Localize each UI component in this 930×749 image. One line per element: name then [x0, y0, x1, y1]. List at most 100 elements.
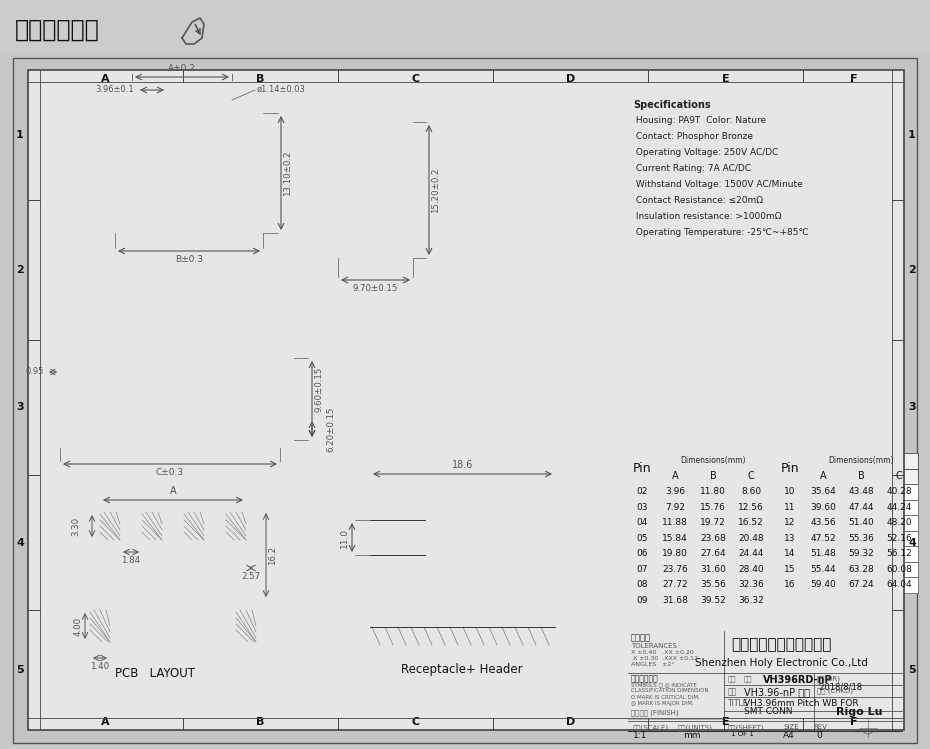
Text: Operating Voltage: 250V AC/DC: Operating Voltage: 250V AC/DC — [633, 148, 778, 157]
Bar — [60, 358, 280, 440]
Text: 43.56: 43.56 — [810, 518, 836, 527]
Bar — [628, 577, 656, 592]
Bar — [583, 115, 599, 137]
Text: 52.16: 52.16 — [886, 534, 912, 543]
Text: 11.0: 11.0 — [340, 527, 349, 548]
Bar — [482, 113, 492, 143]
Bar — [732, 592, 770, 608]
Bar — [842, 562, 880, 577]
Bar — [557, 115, 573, 137]
Bar — [222, 81, 232, 115]
Bar — [78, 440, 96, 448]
Bar — [358, 100, 370, 125]
Bar — [378, 558, 408, 583]
Bar — [74, 372, 266, 426]
Text: PCB   LAYOUT: PCB LAYOUT — [115, 667, 195, 680]
Text: 品名: 品名 — [728, 687, 737, 696]
Bar — [880, 577, 918, 592]
Text: 28.40: 28.40 — [738, 565, 764, 574]
Bar — [804, 562, 842, 577]
Text: 3.30: 3.30 — [71, 517, 80, 536]
Text: 2.57: 2.57 — [242, 572, 260, 581]
Bar — [115, 113, 263, 243]
Text: 23.76: 23.76 — [662, 565, 688, 574]
Bar — [656, 469, 694, 484]
Text: 09: 09 — [636, 595, 648, 604]
Bar — [804, 546, 842, 562]
Polygon shape — [533, 95, 549, 103]
Text: 12: 12 — [784, 518, 796, 527]
Text: Pin: Pin — [632, 462, 651, 475]
Text: C±0.3: C±0.3 — [156, 468, 184, 477]
Text: 47.44: 47.44 — [848, 503, 874, 512]
Polygon shape — [559, 95, 575, 103]
Text: SMT CONN: SMT CONN — [744, 707, 792, 716]
Text: 16.2: 16.2 — [268, 545, 277, 565]
Bar — [656, 515, 694, 530]
Bar — [583, 187, 605, 195]
Bar — [776, 546, 804, 562]
Text: C: C — [748, 471, 754, 482]
Text: X ±0.40   .XX ±0.20: X ±0.40 .XX ±0.20 — [631, 650, 694, 655]
Text: A: A — [169, 486, 177, 496]
Text: D: D — [565, 717, 575, 727]
Text: 16: 16 — [784, 580, 796, 589]
Text: '2018/8/18: '2018/8/18 — [817, 683, 862, 692]
Bar — [221, 233, 243, 241]
Text: 3: 3 — [16, 402, 24, 413]
Text: 23.68: 23.68 — [700, 534, 726, 543]
Bar — [127, 140, 251, 190]
Text: 10: 10 — [784, 488, 796, 497]
Text: Insulation resistance: >1000mΩ: Insulation resistance: >1000mΩ — [633, 212, 781, 221]
Bar — [732, 469, 770, 484]
Bar — [505, 115, 521, 137]
Polygon shape — [338, 122, 413, 258]
Bar — [776, 562, 804, 577]
Text: 0.95: 0.95 — [26, 368, 44, 377]
Text: 36.32: 36.32 — [738, 595, 764, 604]
Bar — [284, 380, 294, 400]
Text: 1 OF 1: 1 OF 1 — [731, 731, 754, 737]
Text: O MARK IS CRITICAL DIM.: O MARK IS CRITICAL DIM. — [631, 695, 699, 700]
Text: 08: 08 — [636, 580, 648, 589]
Bar — [86, 378, 106, 400]
Bar — [732, 546, 770, 562]
Bar — [842, 530, 880, 546]
Text: 13: 13 — [784, 534, 796, 543]
Bar — [204, 440, 222, 448]
Text: A: A — [101, 717, 110, 727]
Bar — [732, 530, 770, 546]
Text: C: C — [411, 74, 419, 84]
Bar — [490, 103, 620, 193]
Bar — [184, 512, 204, 540]
Bar — [776, 500, 804, 515]
Text: B±0.3: B±0.3 — [175, 255, 203, 264]
Text: Dimensions(mm): Dimensions(mm) — [680, 456, 746, 465]
Text: 3.96±0.1: 3.96±0.1 — [96, 85, 134, 94]
Bar — [732, 577, 770, 592]
Text: 11: 11 — [784, 503, 796, 512]
Text: 单位(UNITS): 单位(UNITS) — [678, 724, 713, 730]
Text: CLASSIFICATION DIMENSION: CLASSIFICATION DIMENSION — [631, 688, 709, 693]
Polygon shape — [490, 95, 655, 103]
Text: A4: A4 — [783, 731, 795, 740]
Text: REV: REV — [813, 724, 827, 730]
Bar — [842, 469, 880, 484]
Text: 27.64: 27.64 — [700, 549, 725, 558]
Text: Operating Temperature: -25℃~+85℃: Operating Temperature: -25℃~+85℃ — [633, 228, 808, 237]
Bar — [378, 498, 460, 543]
Bar — [656, 453, 770, 469]
Text: 44.24: 44.24 — [886, 503, 911, 512]
Text: 31.68: 31.68 — [662, 595, 688, 604]
Text: 06: 06 — [636, 549, 648, 558]
Text: B: B — [710, 471, 716, 482]
Bar — [628, 484, 656, 500]
Text: 31.60: 31.60 — [700, 565, 726, 574]
Text: 19.80: 19.80 — [662, 549, 688, 558]
Bar — [190, 113, 204, 121]
Text: 64.04: 64.04 — [886, 580, 911, 589]
Bar — [525, 95, 655, 185]
Text: 9.70±0.15: 9.70±0.15 — [352, 284, 398, 293]
Bar — [732, 484, 770, 500]
Bar — [628, 631, 902, 731]
